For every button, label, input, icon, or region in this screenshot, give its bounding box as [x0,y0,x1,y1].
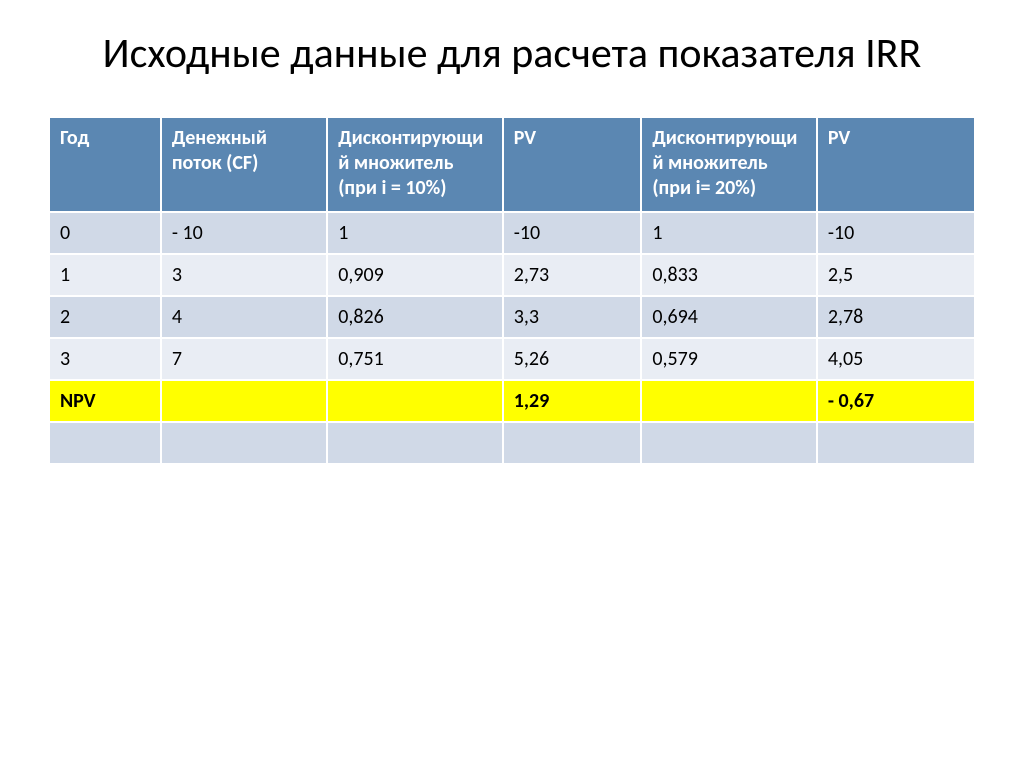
slide-title: Исходные данные для расчета показателя I… [50,30,974,78]
header-row: Год Денежный поток (CF) Дисконтирующий м… [50,118,974,212]
cell: 5,26 [503,338,642,380]
cell: 1,29 [503,380,642,422]
table-body: 0 - 10 1 -10 1 -10 1 3 0,909 2,73 0,833 … [50,212,974,463]
cell: 0,751 [327,338,503,380]
cell [161,380,327,422]
table-row: 3 7 0,751 5,26 0,579 4,05 [50,338,974,380]
cell [327,380,503,422]
cell: 0,909 [327,254,503,296]
npv-row: NPV 1,29 - 0,67 [50,380,974,422]
cell [50,422,161,463]
cell: 3,3 [503,296,642,338]
cell: 1 [50,254,161,296]
cell: 0,833 [641,254,817,296]
cell: 4,05 [817,338,974,380]
cell [817,422,974,463]
cell [327,422,503,463]
table-row: 2 4 0,826 3,3 0,694 2,78 [50,296,974,338]
cell: 1 [327,212,503,254]
cell: 3 [161,254,327,296]
header-cell: PV [817,118,974,212]
cell: 2,5 [817,254,974,296]
cell: 2,73 [503,254,642,296]
cell: 3 [50,338,161,380]
cell: 0,579 [641,338,817,380]
cell: 2 [50,296,161,338]
cell: - 10 [161,212,327,254]
cell: NPV [50,380,161,422]
cell: -10 [817,212,974,254]
cell [641,380,817,422]
table-row: 1 3 0,909 2,73 0,833 2,5 [50,254,974,296]
cell: -10 [503,212,642,254]
table-head: Год Денежный поток (CF) Дисконтирующий м… [50,118,974,212]
cell: 7 [161,338,327,380]
header-cell: Дисконтирующий множитель (при i= 20%) [641,118,817,212]
cell: 2,78 [817,296,974,338]
cell: 0 [50,212,161,254]
cell: 0,694 [641,296,817,338]
header-cell: Денежный поток (CF) [161,118,327,212]
cell: 4 [161,296,327,338]
cell [503,422,642,463]
cell [641,422,817,463]
empty-row [50,422,974,463]
cell: 1 [641,212,817,254]
cell: - 0,67 [817,380,974,422]
cell [161,422,327,463]
irr-table: Год Денежный поток (CF) Дисконтирующий м… [50,118,974,463]
table-row: 0 - 10 1 -10 1 -10 [50,212,974,254]
header-cell: PV [503,118,642,212]
cell: 0,826 [327,296,503,338]
header-cell: Дисконтирующий множитель (при i = 10%) [327,118,503,212]
slide: Исходные данные для расчета показателя I… [0,0,1024,767]
header-cell: Год [50,118,161,212]
